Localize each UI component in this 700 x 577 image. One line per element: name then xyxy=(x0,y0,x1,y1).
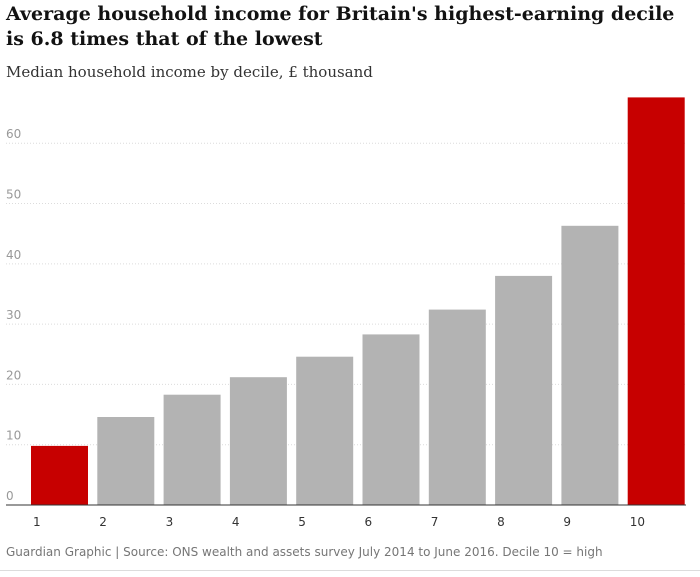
bar-decile-9 xyxy=(561,225,619,506)
bar-decile-4 xyxy=(229,377,287,505)
bar-decile-10 xyxy=(627,97,685,506)
bar-decile-5 xyxy=(296,356,354,505)
chart-title: Average household income for Britain's h… xyxy=(6,3,675,50)
x-tick-label: 1 xyxy=(33,515,41,529)
x-tick-label: 5 xyxy=(298,515,306,529)
y-tick-label: 50 xyxy=(6,188,21,202)
x-tick-label: 9 xyxy=(563,515,571,529)
y-tick-label: 20 xyxy=(6,368,21,382)
bar-decile-3 xyxy=(163,394,221,505)
x-tick-label: 10 xyxy=(630,515,645,529)
y-tick-label: 10 xyxy=(6,429,21,443)
x-tick-label: 6 xyxy=(365,515,373,529)
source-footer: Guardian Graphic | Source: ONS wealth an… xyxy=(6,545,603,559)
x-tick-label: 2 xyxy=(99,515,107,529)
y-tick-label: 40 xyxy=(6,248,21,262)
x-tick-label: 3 xyxy=(166,515,174,529)
bar-decile-2 xyxy=(97,417,155,505)
chart-subtitle: Median household income by decile, £ tho… xyxy=(6,63,373,81)
y-tick-label: 0 xyxy=(6,489,14,503)
footer-divider xyxy=(0,570,700,571)
x-tick-label: 4 xyxy=(232,515,240,529)
x-tick-label: 8 xyxy=(497,515,505,529)
bar-decile-6 xyxy=(362,334,420,505)
bars xyxy=(31,97,685,506)
bar-decile-8 xyxy=(495,275,553,505)
y-tick-label: 60 xyxy=(6,127,21,141)
y-tick-label: 30 xyxy=(6,308,21,322)
x-tick-label: 7 xyxy=(431,515,439,529)
bar-decile-1 xyxy=(31,445,88,505)
bar-decile-7 xyxy=(428,309,486,505)
category-labels: 1 2 3 4 5 6 7 8 9 10 xyxy=(33,515,645,529)
